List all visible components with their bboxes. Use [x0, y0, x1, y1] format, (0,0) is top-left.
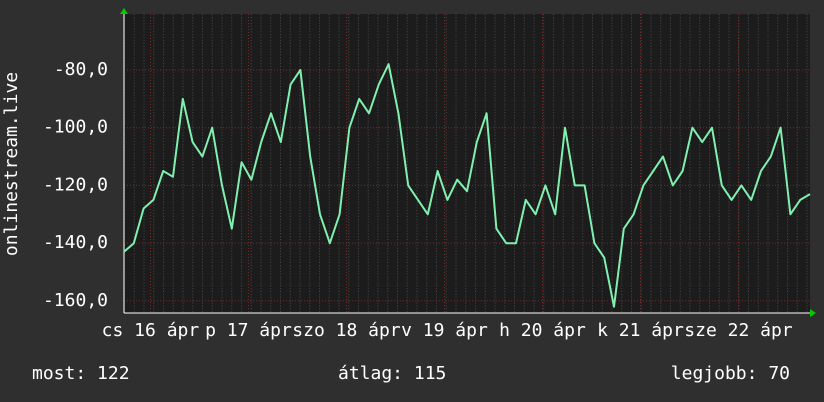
x-tick-label: h 20 ápr: [499, 320, 586, 341]
y-arrow: [120, 8, 128, 14]
x-tick-label: sze 22 ápr: [684, 320, 793, 341]
footer-best: legjobb: 70: [671, 363, 790, 384]
y-tick-label: -120,0: [43, 174, 108, 195]
y-axis-label: onlinestream.live: [1, 72, 22, 256]
x-arrow: [810, 309, 816, 317]
y-tick-label: -140,0: [43, 232, 108, 253]
y-tick-label: -80,0: [54, 59, 108, 80]
footer-average: átlag: 115: [338, 363, 446, 384]
minor-grid: [124, 14, 810, 313]
x-tick-label: cs 16 ápr: [102, 320, 200, 341]
footer-current: most: 122: [32, 363, 130, 384]
data-line: [123, 63, 811, 308]
y-tick-label: -160,0: [43, 290, 108, 311]
x-tick-label: p 17 ápr: [205, 320, 292, 341]
x-tick-label: k 21 ápr: [597, 320, 684, 341]
y-tick-label: -100,0: [43, 117, 108, 138]
x-tick-label: szo 18 ápr: [292, 320, 401, 341]
x-tick-label: v 19 ápr: [401, 320, 488, 341]
